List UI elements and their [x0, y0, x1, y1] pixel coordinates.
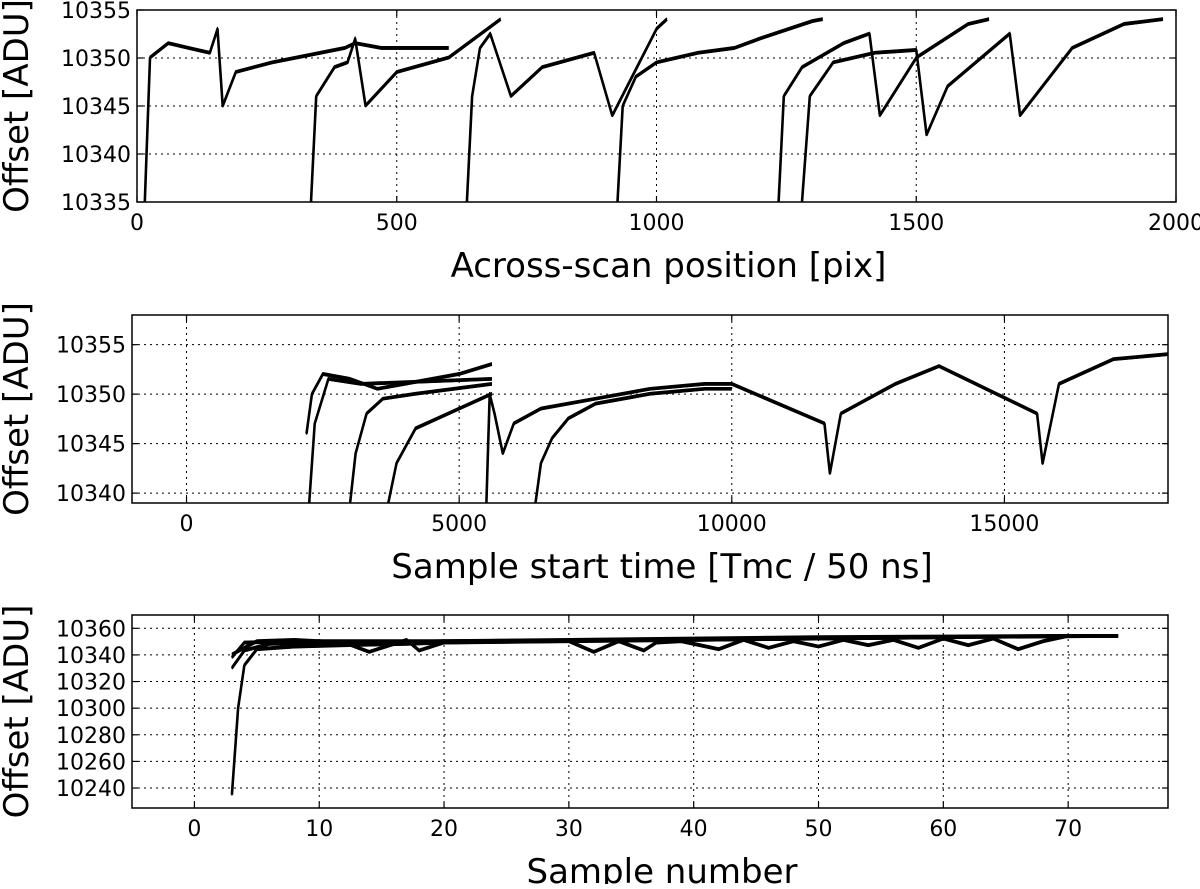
y-tick-label: 10355 [61, 0, 131, 24]
series-line-6 [801, 18, 1164, 202]
y-axis-label: Offset [ADU] [0, 0, 37, 213]
series-line-5 [485, 352, 1168, 502]
series-line-5 [485, 353, 1168, 503]
y-tick-label: 10355 [56, 334, 126, 359]
series-line-3 [466, 17, 668, 201]
x-tick-label: 1000 [629, 211, 685, 236]
series-line-5 [777, 17, 990, 201]
y-tick-label: 10280 [56, 724, 126, 749]
y-tick-label: 10260 [56, 750, 126, 775]
series-line-4 [568, 636, 1069, 654]
y-tick-label: 10320 [56, 671, 126, 696]
x-tick-label: 15000 [969, 512, 1039, 537]
series-line-4 [616, 17, 823, 201]
y-tick-label: 10340 [56, 482, 126, 507]
series-line-1 [144, 29, 449, 202]
chart-panel-2: 0 5000 10000 15000 10340 10345 10350 10355 Sampl… [0, 302, 1169, 587]
series-line-3 [466, 18, 668, 202]
y-axis-label: Offset [ADU] [0, 605, 37, 819]
series-line-1 [143, 27, 449, 202]
series-line-3 [466, 19, 668, 202]
series-line-4 [568, 634, 1069, 653]
series-line-5 [485, 353, 1168, 503]
x-tick-label: 20 [430, 817, 458, 842]
series-line-4 [568, 635, 1069, 654]
series-line-1 [231, 633, 1119, 794]
series-group [305, 352, 1168, 503]
series-line-5 [231, 633, 1119, 657]
x-axis-label: Across-scan position [pix] [451, 246, 887, 286]
y-axis-label: Offset [ADU] [0, 302, 37, 516]
x-tick-label: 60 [929, 817, 957, 842]
y-tick-label: 10345 [61, 95, 131, 120]
y-tick-label: 10350 [56, 383, 126, 408]
y-tick-label: 10350 [61, 47, 131, 72]
series-line-4 [568, 633, 1069, 652]
series-line-5 [231, 636, 1119, 659]
series-line-1 [231, 634, 1119, 794]
y-tick-label: 10340 [56, 644, 126, 669]
y-tick-label: 10345 [56, 433, 126, 458]
series-line-5 [485, 354, 1168, 503]
series-line-2 [308, 377, 492, 502]
plot-frame [136, 9, 1177, 203]
x-tick-label: 500 [376, 211, 418, 236]
x-axis-label: Sample start time [Tmc / 50 ns] [391, 547, 932, 587]
series-group [143, 17, 1164, 202]
y-tick-label: 10360 [56, 617, 126, 642]
x-tick-label: 10000 [697, 512, 767, 537]
x-tick-label: 2000 [1148, 211, 1200, 236]
x-tick-label: 50 [805, 817, 833, 842]
series-line-1 [230, 634, 1119, 795]
series-line-1 [144, 26, 449, 201]
series-line-4 [387, 391, 493, 502]
series-line-6 [534, 386, 732, 502]
chart-panel-1: 0 500 1000 1500 2000 10335 10340 10345 10350 1035… [0, 0, 1200, 286]
x-tick-label: 30 [555, 817, 583, 842]
y-tick-label: 10240 [56, 777, 126, 802]
series-line-2 [310, 17, 501, 201]
series-line-3 [231, 637, 445, 654]
series-line-6 [534, 389, 732, 503]
x-tick-label: 10 [305, 817, 333, 842]
x-tick-label: 0 [130, 211, 144, 236]
x-tick-label: 5000 [431, 512, 487, 537]
x-tick-label: 0 [187, 817, 201, 842]
series-line-6 [534, 387, 732, 503]
plot-frame [131, 614, 1169, 809]
series-line-1 [231, 636, 1119, 796]
series-line-6 [801, 17, 1164, 201]
x-tick-label: 70 [1054, 817, 1082, 842]
plot-frame [131, 314, 1169, 504]
x-tick-label: 40 [680, 817, 708, 842]
series-line-6 [801, 19, 1164, 202]
y-tick-label: 10335 [61, 191, 131, 216]
y-tick-label: 10340 [61, 143, 131, 168]
series-line-6 [800, 18, 1164, 202]
x-tick-label: 1500 [888, 211, 944, 236]
x-tick-label: 0 [180, 512, 194, 537]
series-line-3 [465, 18, 668, 202]
x-axis-label: Sample number [527, 852, 798, 884]
series-group [230, 633, 1119, 796]
chart-panel-3: 0 10 20 30 40 50 60 70 1024010260102801030010320… [0, 605, 1169, 889]
series-line-3 [349, 382, 492, 503]
y-tick-label: 10300 [56, 697, 126, 722]
series-line-1 [144, 27, 449, 202]
series-line-2 [308, 379, 492, 503]
series-line-4 [616, 19, 823, 202]
series-line-3 [349, 381, 492, 502]
